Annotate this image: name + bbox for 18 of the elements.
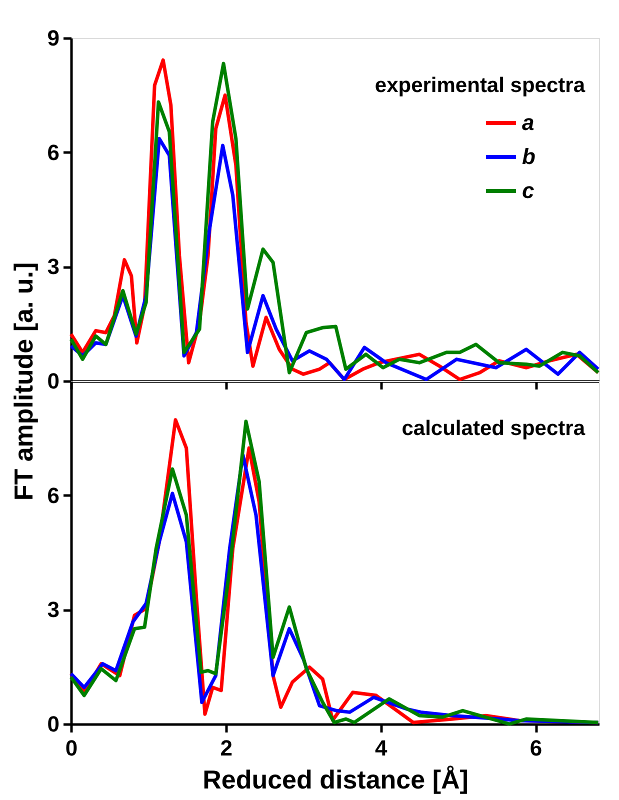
y-tick-label: 6 — [47, 140, 60, 165]
x-tick-label: 6 — [530, 736, 542, 760]
y-tick-label: 0 — [47, 712, 60, 736]
legend-label: b — [522, 144, 536, 169]
legend-label: a — [522, 110, 534, 135]
annotation: calculated spectra — [402, 417, 586, 440]
legend-label: c — [522, 178, 534, 203]
y-tick-label: 3 — [47, 597, 60, 622]
x-tick-label: 0 — [65, 736, 78, 760]
x-tick-label: 2 — [220, 736, 232, 760]
y-axis-title: FT amplitude [a. u.] — [8, 262, 38, 501]
annotation: experimental spectra — [374, 74, 586, 97]
x-tick-label: 4 — [375, 736, 388, 760]
x-axis-title: Reduced distance [Å] — [202, 764, 468, 794]
y-tick-label: 0 — [47, 368, 60, 394]
y-tick-label: 6 — [47, 482, 60, 508]
y-tick-label: 9 — [47, 26, 60, 50]
y-tick-label: 3 — [47, 254, 60, 280]
